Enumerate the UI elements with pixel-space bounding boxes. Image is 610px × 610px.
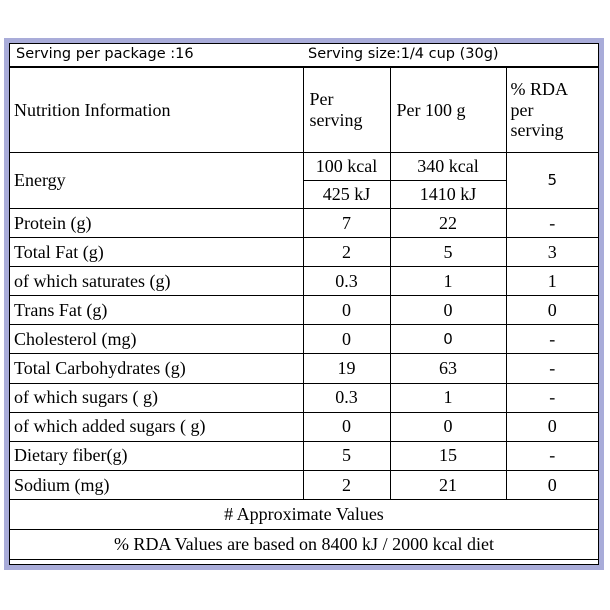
nutrient-label: Dietary fiber(g) [10, 440, 304, 471]
per-100g-value: 63 [389, 353, 507, 384]
table-row: of which sugars ( g) 0.3 1 - [10, 382, 598, 413]
per-serving-value: 2 [302, 469, 391, 500]
per-serving-value: 19 [302, 353, 391, 384]
energy-row-kj: 425 kJ 1410 kJ [10, 180, 598, 209]
per-serving-value: 0 [302, 324, 391, 355]
per-serving-value: 2 [302, 237, 391, 268]
per-100g-value: 5 [389, 237, 507, 268]
rda-basis-row: % RDA Values are based on 8400 kJ / 2000… [10, 528, 598, 560]
per-100g-value: 0 [389, 324, 507, 355]
table-row: Protein (g) 7 22 - [10, 207, 598, 239]
energy-row-kcal: Energy 100 kcal 340 kcal 5 [10, 152, 598, 209]
table-row: Sodium (mg) 2 21 0 [10, 469, 598, 500]
header-per-100g: Per 100 g [389, 67, 507, 153]
serving-header: Serving per package :16 Serving size:1/4… [10, 44, 598, 67]
per-100g-value: 0 [389, 411, 507, 442]
nutrient-label: Total Carbohydrates (g) [10, 353, 304, 384]
header-rda-line2: per [510, 99, 534, 120]
nutrient-label: Total Fat (g) [10, 237, 304, 268]
table-row: Cholesterol (mg) 0 0 - [10, 324, 598, 355]
table-row: Dietary fiber(g) 5 15 - [10, 440, 598, 471]
energy-kj-100g: 1410 kJ [389, 180, 506, 209]
energy-kcal-serving: 100 kcal [302, 152, 391, 181]
serving-size: Serving size:1/4 cup (30g) [308, 46, 499, 62]
table-row: of which added sugars ( g) 0 0 0 [10, 411, 598, 442]
header-per-serving-line1: Per [309, 89, 334, 110]
nutrient-label: Cholesterol (mg) [10, 324, 304, 355]
table-row: Trans Fat (g) 0 0 0 [10, 295, 598, 326]
header-rda-line1: % RDA [510, 78, 569, 99]
per-serving-value: 5 [302, 440, 391, 471]
energy-kcal-100g: 340 kcal [389, 152, 507, 181]
per-serving-value: 0.3 [302, 382, 391, 413]
per-100g-value: 22 [389, 207, 507, 239]
rda-value: 0 [505, 469, 598, 500]
per-100g-value: 15 [389, 440, 507, 471]
nutrient-label: Trans Fat (g) [10, 295, 304, 326]
rda-value: - [505, 440, 598, 471]
rda-value: 0 [505, 295, 598, 326]
nutrition-panel: Serving per package :16 Serving size:1/4… [9, 43, 599, 565]
energy-rda: 5 [505, 152, 598, 209]
table-row: Total Carbohydrates (g) 19 63 - [10, 353, 598, 384]
energy-kj-serving: 425 kJ [303, 180, 391, 209]
approx-note: # Approximate Values [10, 498, 598, 530]
table-header-row: Nutrition Information Per serving Per 10… [10, 67, 598, 153]
rda-value: - [505, 353, 598, 384]
approx-note-row: # Approximate Values [10, 498, 598, 530]
per-serving-value: 0 [302, 295, 391, 326]
rda-value: 0 [505, 411, 598, 442]
nutrient-label: of which added sugars ( g) [10, 411, 304, 442]
serving-per-package: Serving per package :16 [16, 46, 194, 62]
table-row: Total Fat (g) 2 5 3 [10, 237, 598, 268]
per-serving-value: 0.3 [302, 266, 391, 297]
nutrient-label: Sodium (mg) [10, 469, 304, 500]
header-rda-line3: serving [510, 120, 564, 141]
rda-value: - [505, 207, 598, 239]
energy-label: Energy [10, 152, 304, 209]
per-100g-value: 1 [389, 382, 507, 413]
table-row: of which saturates (g) 0.3 1 1 [10, 266, 598, 297]
nutrient-label: Protein (g) [10, 207, 304, 239]
per-100g-value: 1 [389, 266, 507, 297]
per-serving-value: 0 [302, 411, 391, 442]
per-100g-value: 0 [389, 295, 507, 326]
header-per-serving-line2: serving [309, 110, 363, 130]
nutrient-label: of which saturates (g) [10, 266, 304, 297]
rda-value: - [505, 324, 598, 355]
per-serving-value: 7 [302, 207, 391, 239]
header-per-serving: Per serving [302, 67, 391, 153]
rda-value: 3 [505, 237, 598, 268]
header-nutrition-information: Nutrition Information [10, 67, 304, 153]
rda-value: - [505, 382, 598, 413]
nutrient-label: of which sugars ( g) [10, 382, 304, 413]
rda-value: 1 [505, 266, 598, 297]
rda-basis-note: % RDA Values are based on 8400 kJ / 2000… [10, 528, 598, 560]
per-100g-value: 21 [389, 469, 507, 500]
label-frame: Serving per package :16 Serving size:1/4… [4, 38, 604, 570]
header-rda: % RDA per serving [505, 67, 598, 153]
nutrition-table: Nutrition Information Per serving Per 10… [10, 67, 598, 560]
